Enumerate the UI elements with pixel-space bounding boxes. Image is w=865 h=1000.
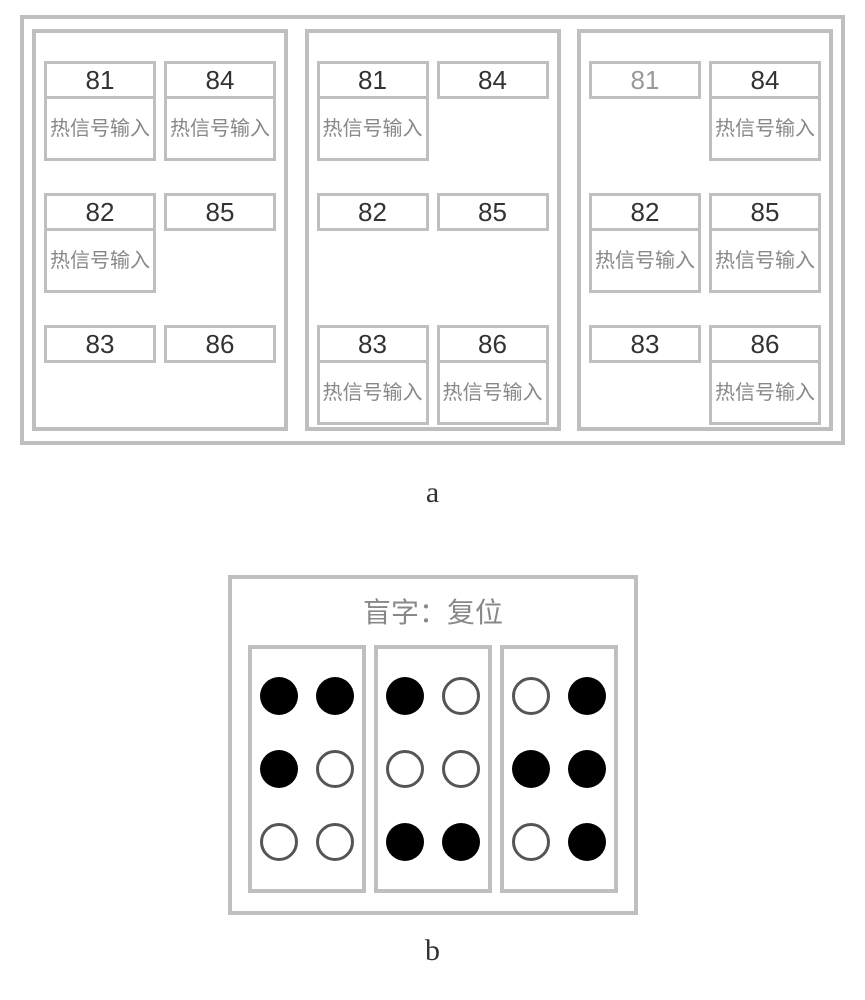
braille-cell bbox=[374, 645, 492, 893]
dot-open-icon bbox=[316, 750, 354, 788]
signal-label: 热信号输入 bbox=[589, 231, 701, 293]
braille-cell bbox=[500, 645, 618, 893]
panel-b-outer: 盲字：复位 bbox=[228, 575, 638, 915]
braille-cells bbox=[232, 645, 634, 893]
cell-number: 86 bbox=[709, 325, 821, 363]
dot-filled-icon bbox=[442, 823, 480, 861]
signal-label: 热信号输入 bbox=[437, 363, 549, 425]
cell-number: 84 bbox=[164, 61, 276, 99]
cell: 86热信号输入 bbox=[709, 325, 821, 425]
cell: 84热信号输入 bbox=[709, 61, 821, 161]
dot-open-icon bbox=[512, 677, 550, 715]
cell: 85热信号输入 bbox=[709, 193, 821, 293]
braille-row bbox=[260, 677, 354, 715]
signal-label: 热信号输入 bbox=[44, 231, 156, 293]
dot-filled-icon bbox=[512, 750, 550, 788]
dot-filled-icon bbox=[568, 823, 606, 861]
cell-row: 8184热信号输入 bbox=[581, 61, 829, 161]
cell-row: 83热信号输入86热信号输入 bbox=[309, 325, 557, 425]
cell: 86 bbox=[164, 325, 276, 363]
braille-row bbox=[386, 750, 480, 788]
signal-label: 热信号输入 bbox=[709, 363, 821, 425]
panel-a-3: 8184热信号输入82热信号输入85热信号输入8386热信号输入 bbox=[577, 29, 833, 431]
cell-row: 8386热信号输入 bbox=[581, 325, 829, 425]
cell-row: 81热信号输入84 bbox=[309, 61, 557, 161]
cell: 81热信号输入 bbox=[44, 61, 156, 161]
cell-number: 82 bbox=[589, 193, 701, 231]
cell: 83热信号输入 bbox=[317, 325, 429, 425]
dot-open-icon bbox=[260, 823, 298, 861]
dot-filled-icon bbox=[568, 677, 606, 715]
signal-label: 热信号输入 bbox=[317, 363, 429, 425]
cell-row: 8386 bbox=[36, 325, 284, 363]
cell: 82热信号输入 bbox=[44, 193, 156, 293]
cell-number: 84 bbox=[437, 61, 549, 99]
signal-label: 热信号输入 bbox=[709, 99, 821, 161]
braille-row bbox=[512, 823, 606, 861]
braille-row bbox=[512, 750, 606, 788]
dot-open-icon bbox=[442, 750, 480, 788]
cell-number: 82 bbox=[44, 193, 156, 231]
panel-b-title: 盲字：复位 bbox=[232, 579, 634, 645]
signal-label: 热信号输入 bbox=[44, 99, 156, 161]
dot-filled-icon bbox=[386, 677, 424, 715]
cell: 85 bbox=[164, 193, 276, 293]
cell: 84 bbox=[437, 61, 549, 161]
braille-cell bbox=[248, 645, 366, 893]
cell: 81 bbox=[589, 61, 701, 161]
cell-number: 83 bbox=[589, 325, 701, 363]
cell-number: 85 bbox=[437, 193, 549, 231]
cell: 82热信号输入 bbox=[589, 193, 701, 293]
dot-filled-icon bbox=[260, 677, 298, 715]
dot-filled-icon bbox=[568, 750, 606, 788]
cell-number: 81 bbox=[589, 61, 701, 99]
cell: 83 bbox=[44, 325, 156, 363]
cell-number: 85 bbox=[164, 193, 276, 231]
signal-label: 热信号输入 bbox=[317, 99, 429, 161]
cell-number: 84 bbox=[709, 61, 821, 99]
signal-label: 热信号输入 bbox=[164, 99, 276, 161]
cell: 85 bbox=[437, 193, 549, 231]
cell: 82 bbox=[317, 193, 429, 231]
braille-row bbox=[386, 823, 480, 861]
dot-filled-icon bbox=[260, 750, 298, 788]
signal-label: 热信号输入 bbox=[709, 231, 821, 293]
cell-number: 83 bbox=[317, 325, 429, 363]
cell: 81热信号输入 bbox=[317, 61, 429, 161]
dot-open-icon bbox=[316, 823, 354, 861]
cell-number: 86 bbox=[164, 325, 276, 363]
dot-filled-icon bbox=[386, 823, 424, 861]
label-b: b bbox=[0, 934, 865, 968]
cell-row: 82热信号输入85热信号输入 bbox=[581, 193, 829, 293]
cell-number: 81 bbox=[44, 61, 156, 99]
dot-filled-icon bbox=[316, 677, 354, 715]
panel-a-outer: 81热信号输入84热信号输入82热信号输入858386 81热信号输入84828… bbox=[20, 15, 845, 445]
panel-a-2: 81热信号输入84828583热信号输入86热信号输入 bbox=[305, 29, 561, 431]
cell-number: 86 bbox=[437, 325, 549, 363]
cell-number: 81 bbox=[317, 61, 429, 99]
cell-row: 81热信号输入84热信号输入 bbox=[36, 61, 284, 161]
cell-number: 83 bbox=[44, 325, 156, 363]
dot-open-icon bbox=[386, 750, 424, 788]
cell-number: 85 bbox=[709, 193, 821, 231]
braille-row bbox=[386, 677, 480, 715]
braille-row bbox=[260, 750, 354, 788]
dot-open-icon bbox=[512, 823, 550, 861]
panel-a-1: 81热信号输入84热信号输入82热信号输入858386 bbox=[32, 29, 288, 431]
label-a: a bbox=[0, 476, 865, 510]
dot-open-icon bbox=[442, 677, 480, 715]
cell-row: 82热信号输入85 bbox=[36, 193, 284, 293]
cell: 83 bbox=[589, 325, 701, 425]
cell-row: 8285 bbox=[309, 193, 557, 231]
cell-number: 82 bbox=[317, 193, 429, 231]
braille-row bbox=[512, 677, 606, 715]
braille-row bbox=[260, 823, 354, 861]
cell: 84热信号输入 bbox=[164, 61, 276, 161]
cell: 86热信号输入 bbox=[437, 325, 549, 425]
